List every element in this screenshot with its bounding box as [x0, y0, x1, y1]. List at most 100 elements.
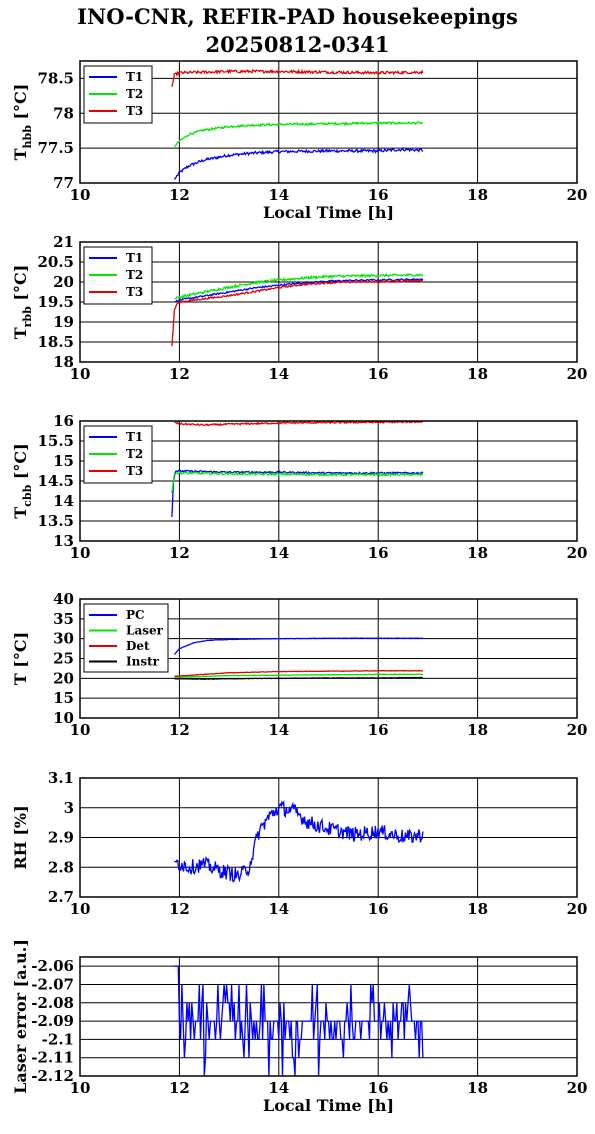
y-tick-label: 2.8: [48, 858, 74, 876]
y-tick-label: 10: [53, 709, 74, 727]
panel-laser: 10 12 14 16 18 20-2.06-2.07-2.08-2.09-2.1-2.1…: [11, 939, 587, 1115]
y-tick-label: 16: [53, 412, 74, 430]
y-tick-label: 30: [53, 630, 74, 648]
y-tick-label: 19: [53, 313, 74, 331]
x-tick-label: 20: [567, 900, 588, 918]
x-tick-label: 14: [268, 365, 289, 383]
x-tick-label: 16: [368, 1079, 389, 1097]
series-line-temps-laser: [174, 673, 424, 678]
y-tick-label: -2.08: [31, 994, 74, 1012]
plot-frame: [79, 60, 578, 184]
x-tick-label: 12: [169, 544, 190, 562]
panel-rbb: 10 12 14 16 18 20 18 18.5 19 19.5 20 20.5 21 Trbb [°C…: [11, 233, 587, 383]
legend-label: T2: [126, 87, 143, 101]
x-tick-label: 12: [169, 186, 190, 204]
series-line-hbb-t3: [171, 68, 424, 87]
plot-frame: [79, 241, 578, 363]
y-tick-label: 14: [53, 492, 74, 510]
chart-title: INO-CNR, REFIR-PAD housekeepings: [77, 4, 518, 29]
y-tick-label: -2.1: [42, 1030, 74, 1048]
y-axis-label: Thbb [°C]: [11, 84, 34, 161]
y-axis-label: Laser error [a.u.]: [11, 939, 30, 1094]
x-tick-label: 14: [268, 1079, 289, 1097]
y-tick-label: -2.07: [31, 975, 74, 993]
y-tick-label: 25: [53, 650, 74, 668]
x-tick-label: 18: [467, 900, 488, 918]
y-tick-label: 3.1: [48, 769, 74, 787]
y-tick-label: 18: [53, 353, 74, 371]
y-tick-label: 13.5: [37, 512, 74, 530]
legend-label: Laser: [126, 624, 164, 638]
x-tick-label: 20: [567, 1079, 588, 1097]
legend-label: T1: [126, 251, 143, 265]
x-tick-label: 16: [368, 365, 389, 383]
y-tick-label: 35: [53, 610, 74, 628]
x-tick-label: 20: [567, 721, 588, 739]
series-line-rbb-t2: [174, 272, 424, 300]
y-tick-label: 20: [53, 669, 74, 687]
x-tick-label: 10: [70, 365, 91, 383]
x-axis-label: Local Time [h]: [263, 1096, 394, 1115]
panel-cbb: 10 12 14 16 18 20 13 13.5 14 14.5 15 15.5 16 Tcbb [°C…: [11, 412, 587, 562]
legend-label: T2: [126, 447, 143, 461]
y-tick-label: 2.7: [48, 888, 74, 906]
x-tick-label: 20: [567, 186, 588, 204]
series-line-hbb-t2: [173, 121, 423, 148]
x-tick-label: 12: [169, 365, 190, 383]
y-tick-label: 15: [53, 689, 74, 707]
x-tick-label: 18: [467, 721, 488, 739]
y-tick-label: -2.06: [31, 957, 74, 975]
x-tick-label: 14: [268, 186, 289, 204]
series-line-rh-data: [174, 799, 424, 883]
y-tick-label: -2.09: [31, 1012, 74, 1030]
x-tick-label: 10: [70, 544, 91, 562]
legend-label: PC: [126, 608, 145, 622]
series-line-temps-pc: [173, 637, 423, 655]
panel-rh: 10 12 14 16 18 20 2.7 2.8 2.9 3 3.1 RH [%]: [11, 769, 587, 918]
series-line-cbb-t1: [171, 469, 424, 518]
y-tick-label: 20.5: [37, 253, 74, 271]
x-axis-label: Local Time [h]: [263, 203, 394, 222]
x-tick-label: 10: [70, 900, 91, 918]
x-tick-label: 12: [169, 721, 190, 739]
plot-frame: [79, 420, 578, 542]
x-tick-label: 14: [268, 721, 289, 739]
plot-frame: [79, 777, 578, 898]
y-tick-label: 77.5: [37, 139, 74, 157]
x-tick-label: 16: [368, 721, 389, 739]
y-tick-label: 78.5: [37, 69, 74, 87]
x-tick-label: 14: [268, 544, 289, 562]
y-tick-label: -2.11: [31, 1049, 74, 1067]
x-tick-label: 18: [467, 186, 488, 204]
legend-label: T2: [126, 268, 143, 282]
series-line-cbb-t3: [174, 420, 424, 427]
series-line-rbb-t3: [171, 279, 424, 347]
y-tick-label: 19.5: [37, 293, 74, 311]
y-tick-label: 15.5: [37, 432, 74, 450]
legend-label: T3: [126, 464, 143, 478]
y-tick-label: 21: [53, 233, 74, 251]
y-tick-label: 15: [53, 452, 74, 470]
series-line-cbb-t2: [171, 470, 424, 494]
chart-subtitle: 20250812-0341: [205, 32, 390, 57]
legend-label: Instr: [126, 655, 160, 669]
y-tick-label: 2.9: [48, 829, 74, 847]
y-axis-label: RH [%]: [11, 805, 30, 869]
y-tick-label: 78: [53, 104, 74, 122]
plot-frame: [79, 956, 578, 1077]
x-tick-label: 12: [169, 900, 190, 918]
x-tick-label: 12: [169, 1079, 190, 1097]
series-line-hbb-t1: [173, 147, 424, 180]
y-axis-label: T [°C]: [11, 632, 30, 685]
legend-label: T1: [126, 70, 143, 84]
x-tick-label: 16: [368, 186, 389, 204]
x-tick-label: 18: [467, 1079, 488, 1097]
y-tick-label: -2.12: [31, 1067, 74, 1085]
x-tick-label: 20: [567, 544, 588, 562]
x-tick-label: 18: [467, 544, 488, 562]
y-axis-label: Tcbb [°C]: [11, 443, 34, 518]
x-tick-label: 14: [268, 900, 289, 918]
series-line-laser-data: [174, 965, 424, 1077]
